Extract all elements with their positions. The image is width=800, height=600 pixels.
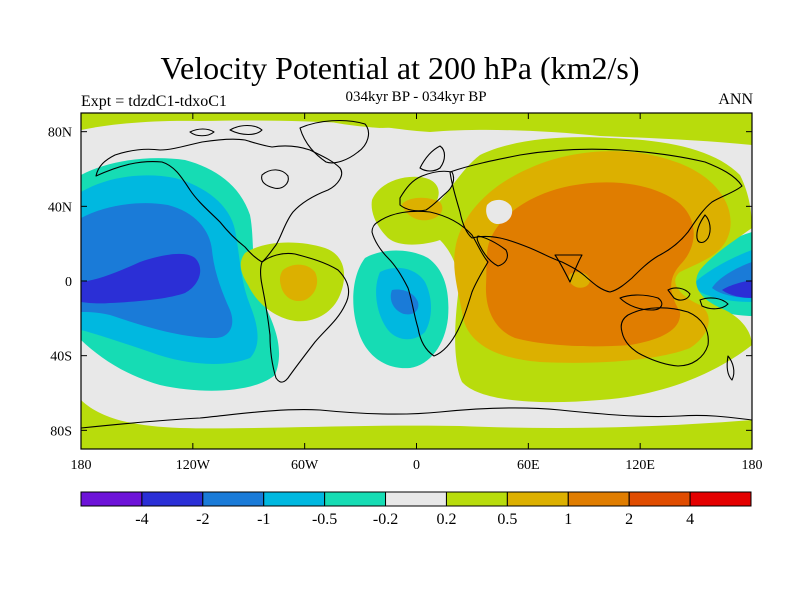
coast-arctic-islands [189,124,263,137]
coast-scandinavia [419,145,446,172]
colorbar-swatch [202,491,265,507]
y-tick-label: 40S [50,350,72,365]
polar-band-south [81,400,752,449]
pacific-negative-2 [81,253,201,304]
colorbar-swatch [567,491,630,507]
x-tick-label: 180 [742,458,763,473]
x-tick-label: 60E [517,458,540,473]
colorbar-swatch [324,491,387,507]
coastline-layer [81,120,752,429]
y-tick-label: 80N [48,126,72,141]
colorbar-label: 0.5 [497,511,517,528]
coast-japan [696,214,711,244]
greenland-cap-02 [310,113,752,135]
colorbar-swatch [506,491,569,507]
axis-ticks: 180 120W 60W 0 60E 120E 180 80N 40N 0 40S 80S [48,113,763,473]
colorbar-label: -1 [257,511,270,528]
colorbar-swatch [689,491,752,507]
experiment-label: Expt = tdzdC1-tdxoC1 [81,93,227,110]
colorbar-label: 0.2 [436,511,456,528]
coast-maritime-continent [619,287,729,311]
colorbar-swatch [263,491,326,507]
colorbar-label: -0.2 [373,511,398,528]
colorbar-swatch [141,491,204,507]
colorbar-label: -0.5 [312,511,337,528]
coast-asia [449,148,743,293]
asia-positive-1 [485,182,694,347]
colorbar: -4 -2 -1 -0.5 -0.2 0.2 0.5 1 2 4 [80,491,752,528]
colorbar-label: 4 [686,511,694,528]
coast-india [554,254,583,283]
plot-subtitle: 034kyr BP - 034kyr BP [345,89,487,105]
y-tick-label: 80S [50,424,72,439]
colorbar-label: 2 [625,511,633,528]
x-tick-label: 0 [413,458,420,473]
arabian-low-02 [486,199,513,224]
x-tick-label: 180 [71,458,92,473]
plot-title: Velocity Potential at 200 hPa (km2/s) [160,50,640,86]
colorbar-swatch [445,491,508,507]
y-tick-label: 40N [48,200,72,215]
coast-antarctica [81,407,752,429]
coast-africa [371,210,489,357]
coast-greenland [299,120,370,164]
coast-australia [620,307,709,367]
coast-south-america [259,252,350,383]
amazon-positive-05 [279,264,318,302]
atlantic-negative-1 [390,289,419,315]
west-pacific-negative-2 [722,280,752,298]
colorbar-label: -2 [196,511,209,528]
colorbar-swatch [80,491,143,507]
coast-new-zealand [726,355,735,381]
x-tick-label: 120W [176,458,211,473]
y-tick-label: 0 [65,275,72,290]
x-tick-label: 120E [625,458,655,473]
colorbar-label: -4 [135,511,148,528]
coast-north-america [95,138,343,263]
colorbar-swatch [628,491,691,507]
contour-fill-layer [81,113,752,449]
x-tick-label: 60W [291,458,319,473]
coast-hudson-bay [261,169,289,189]
colorbar-label: 1 [564,511,572,528]
coast-arabia [476,235,508,267]
mediterranean-positive-05 [402,197,443,221]
season-label: ANN [718,91,753,108]
colorbar-swatch [385,491,447,507]
